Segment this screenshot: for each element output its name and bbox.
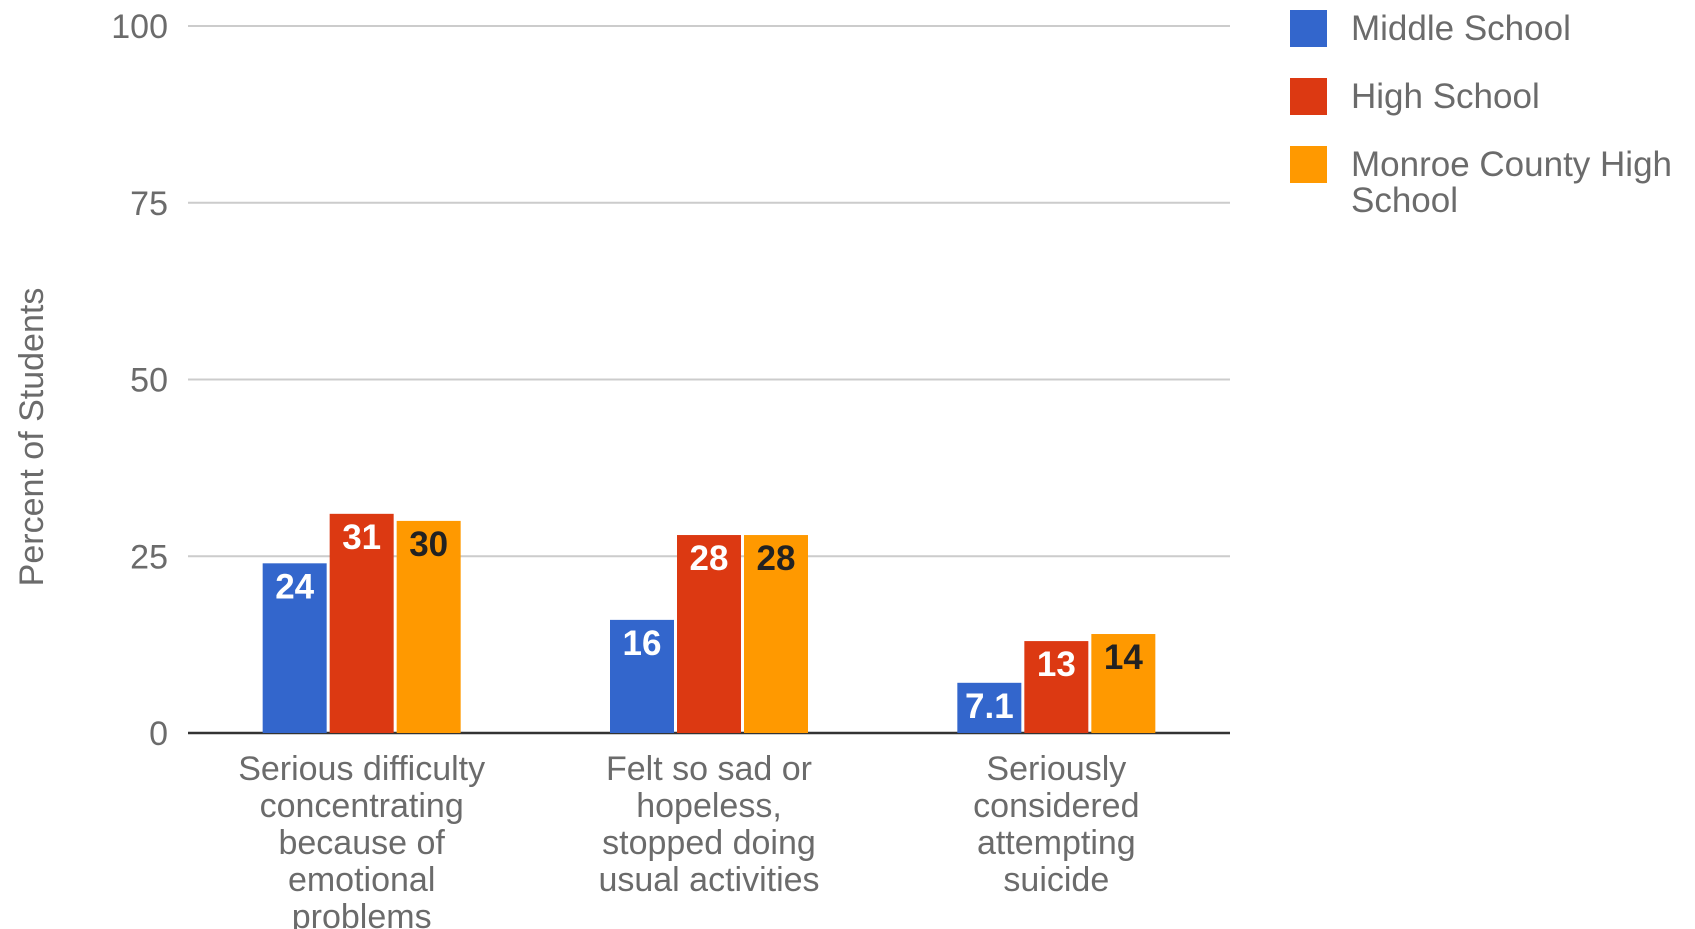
- legend-swatch: [1290, 146, 1327, 183]
- gridlines: 0 25 50 75 100: [111, 8, 1230, 753]
- category-label: Serious difficulty concentrating because o…: [238, 750, 485, 929]
- y-tick-label: 75: [130, 185, 168, 223]
- legend-label: Middle School: [1351, 9, 1571, 48]
- bar: [262, 563, 327, 733]
- y-tick-label: 50: [130, 362, 168, 400]
- y-tick-label: 100: [111, 8, 168, 46]
- data-label: 16: [623, 624, 662, 663]
- legend-label: High School: [1351, 77, 1540, 116]
- data-label: 7.1: [965, 687, 1014, 726]
- y-axis-title: Percent of Students: [13, 288, 51, 587]
- data-label: 24: [275, 567, 314, 606]
- category-label: Seriously considered attempting suicide: [973, 750, 1139, 899]
- category-label: Felt so sad or hopeless, stopped doing usua…: [598, 750, 819, 899]
- bar: [396, 520, 461, 733]
- bar: [610, 619, 674, 733]
- data-label: 28: [690, 539, 729, 578]
- legend-label: Monroe County High School: [1351, 145, 1672, 220]
- data-label: 28: [757, 539, 796, 578]
- data-label: 13: [1037, 645, 1076, 684]
- y-tick-label: 0: [149, 715, 168, 753]
- legend: Middle School High School Monroe County Hi…: [1290, 9, 1672, 220]
- data-labels: 24 31 30 16 28 28 7.1 13 14: [275, 518, 1143, 726]
- data-label: 31: [342, 518, 381, 557]
- bars: [262, 513, 1156, 733]
- bar: [677, 535, 741, 733]
- bar: [1091, 634, 1156, 733]
- bar: [329, 513, 394, 733]
- legend-swatch: [1290, 78, 1327, 115]
- data-label: 14: [1104, 638, 1143, 677]
- legend-swatch: [1290, 10, 1327, 47]
- bar: [957, 682, 1022, 733]
- bar: [1024, 641, 1089, 733]
- y-tick-label: 25: [130, 538, 168, 576]
- bar: [744, 535, 808, 733]
- category-labels: Serious difficulty concentrating because o…: [238, 750, 1139, 929]
- data-label: 30: [409, 525, 448, 564]
